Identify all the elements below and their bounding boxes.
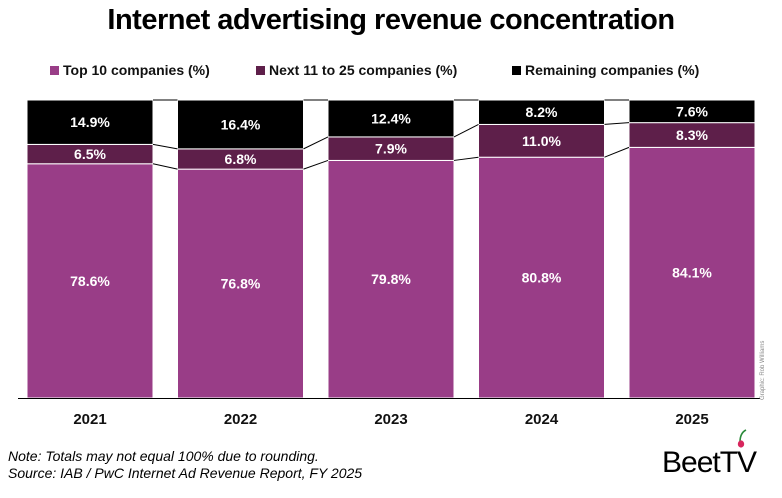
note-source: Source: IAB / PwC Internet Ad Revenue Re… [8, 465, 363, 481]
legend-swatch-top10 [50, 65, 59, 75]
connector-2021-2022-0 [152, 163, 178, 170]
graphic-credit: Graphic: Rob Williams [760, 320, 770, 400]
graphic-credit-text: Graphic: Rob Williams [760, 340, 766, 400]
chart-note: Note: Totals may not equal 100% due to r… [8, 448, 362, 482]
data-label-2024-series-0: 80.8% [522, 270, 562, 286]
bar-2024-series-0 [478, 156, 605, 399]
note-rounding: Note: Totals may not equal 100% due to r… [8, 448, 319, 464]
x-tick-label-2021: 2021 [73, 411, 106, 428]
legend-item-remaining: Remaining companies (%) [512, 60, 699, 80]
legend-swatch-next11to25 [256, 65, 265, 75]
legend-label-remaining: Remaining companies (%) [525, 62, 700, 78]
data-label-2021-series-2: 14.9% [70, 114, 110, 130]
bar-2023-series-0 [327, 159, 455, 399]
bar-2025-series-0 [628, 146, 756, 399]
data-label-2022-series-2: 16.4% [221, 116, 261, 132]
bar-2021-series-2 [26, 99, 154, 145]
bar-2024-series-2 [478, 99, 605, 125]
bar-2025-series-2 [628, 99, 756, 124]
chart-title: Internet advertising revenue concentrati… [107, 4, 675, 36]
legend-label-top10: Top 10 companies (%) [63, 62, 210, 78]
bar-2021-series-0 [26, 163, 154, 399]
legend-item-next11to25: Next 11 to 25 companies (%) [256, 60, 457, 80]
chart-legend: Top 10 companies (%) Next 11 to 25 compa… [0, 60, 782, 80]
data-label-2024-series-2: 8.2% [526, 104, 558, 120]
connector-2021-2022-1 [152, 143, 178, 150]
beet-icon [737, 429, 747, 448]
x-tick-label-2024: 2024 [525, 411, 559, 428]
bar-2023-series-2 [327, 99, 455, 138]
x-tick-label-2025: 2025 [675, 411, 708, 428]
beettv-logo: BeetTV [662, 428, 772, 488]
legend-label-next11to25: Next 11 to 25 companies (%) [269, 62, 458, 78]
logo-text: BeetTV [662, 446, 757, 479]
connector-2024-2025-1 [604, 122, 630, 125]
data-label-2024-series-1: 11.0% [522, 133, 561, 149]
legend-item-top10: Top 10 companies (%) [50, 60, 210, 80]
data-label-2023-series-0: 79.8% [371, 271, 411, 287]
data-label-2022-series-0: 76.8% [221, 276, 261, 292]
data-label-2023-series-1: 7.9% [375, 141, 407, 157]
data-label-2021-series-1: 6.5% [74, 146, 106, 162]
bar-2025-series-1 [628, 122, 756, 148]
connector-2023-2024-0 [453, 156, 479, 161]
bar-2022-series-2 [177, 99, 304, 150]
x-tick-label-2023: 2023 [374, 411, 407, 428]
connector-2022-2023-0 [303, 159, 329, 170]
data-label-2022-series-1: 6.8% [225, 151, 257, 167]
connector-2024-2025-0 [604, 146, 630, 158]
data-label-2021-series-0: 78.6% [70, 273, 110, 289]
data-label-2025-series-2: 7.6% [676, 103, 708, 119]
data-label-2025-series-0: 84.1% [672, 265, 712, 281]
x-tick-label-2022: 2022 [224, 411, 257, 428]
connector-2022-2023-1 [303, 136, 329, 150]
data-label-2025-series-1: 8.3% [676, 127, 708, 143]
legend-swatch-remaining [512, 65, 521, 75]
data-label-2023-series-2: 12.4% [371, 110, 411, 126]
connector-2023-2024-1 [453, 123, 479, 138]
